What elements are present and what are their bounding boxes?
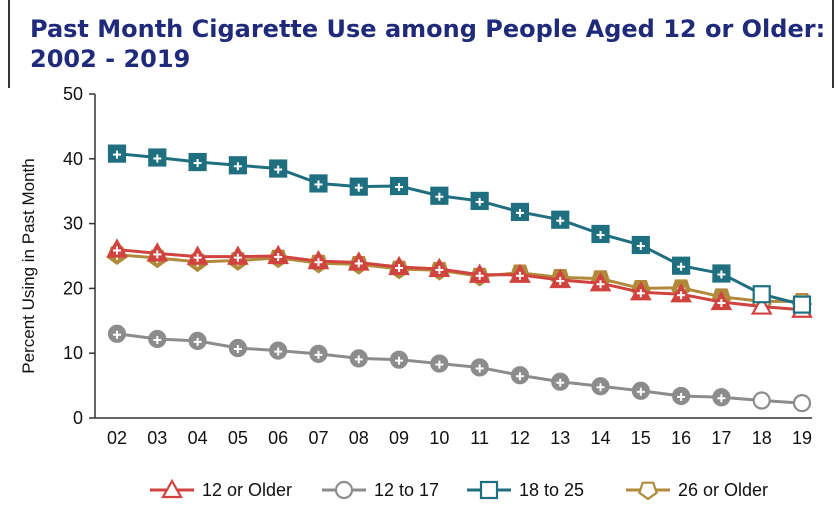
legend-marker [334,480,354,500]
x-tick-label: 09 [389,428,409,448]
x-tick-label: 13 [550,428,570,448]
series-line [116,152,803,307]
legend-item-12-to-17: 12 to 17 [322,480,439,500]
legend-label: 18 to 25 [519,480,584,500]
series-12-or-older [106,238,813,318]
legend-label: 12 or Older [202,480,292,500]
x-tick-label: 07 [308,428,328,448]
y-tick-label: 30 [63,214,83,234]
y-tick-label: 20 [63,278,83,298]
legend-label: 26 or Older [678,480,768,500]
x-tick-label: 18 [752,428,772,448]
legend-marker [161,478,183,499]
x-tick-label: 16 [671,428,691,448]
data-point [792,295,812,314]
x-tick-label: 04 [188,428,208,448]
legend-marker [479,480,499,500]
legend-item-12-or-older: 12 or Older [150,478,292,500]
legend-marker [638,481,658,501]
x-tick-label: 06 [268,428,288,448]
x-tick-label: 10 [429,428,449,448]
chart-title: Past Month Cigarette Use among People Ag… [30,15,826,73]
x-tick-label: 17 [711,428,731,448]
data-point [792,393,812,413]
legend-item-26-or-older: 26 or Older [626,480,768,501]
series-18-to-25 [107,144,812,314]
x-tick-label: 12 [510,428,530,448]
x-tick-label: 03 [147,428,167,448]
data-point [752,285,771,304]
x-tick-label: 02 [107,428,127,448]
series-12-to-17 [107,324,812,413]
y-tick-label: 10 [63,343,83,363]
y-axis-label: Percent Using in Past Month [19,158,38,373]
y-tick-label: 0 [73,408,83,428]
data-point [750,295,773,315]
x-tick-label: 14 [591,428,611,448]
legend-item-18-to-25: 18 to 25 [467,480,584,500]
x-tick-label: 08 [349,428,369,448]
series-line [116,248,803,312]
series-line [116,332,803,405]
x-tick-label: 11 [470,428,489,448]
x-tick-label: 19 [792,428,812,448]
x-tick-label: 05 [228,428,248,448]
series-line [116,253,802,303]
title-box: Past Month Cigarette Use among People Ag… [8,0,834,88]
legend-label: 12 to 17 [374,480,439,500]
y-tick-label: 40 [63,149,83,169]
data-point [752,391,771,410]
y-tick-label: 50 [63,84,83,104]
x-tick-label: 15 [631,428,651,448]
